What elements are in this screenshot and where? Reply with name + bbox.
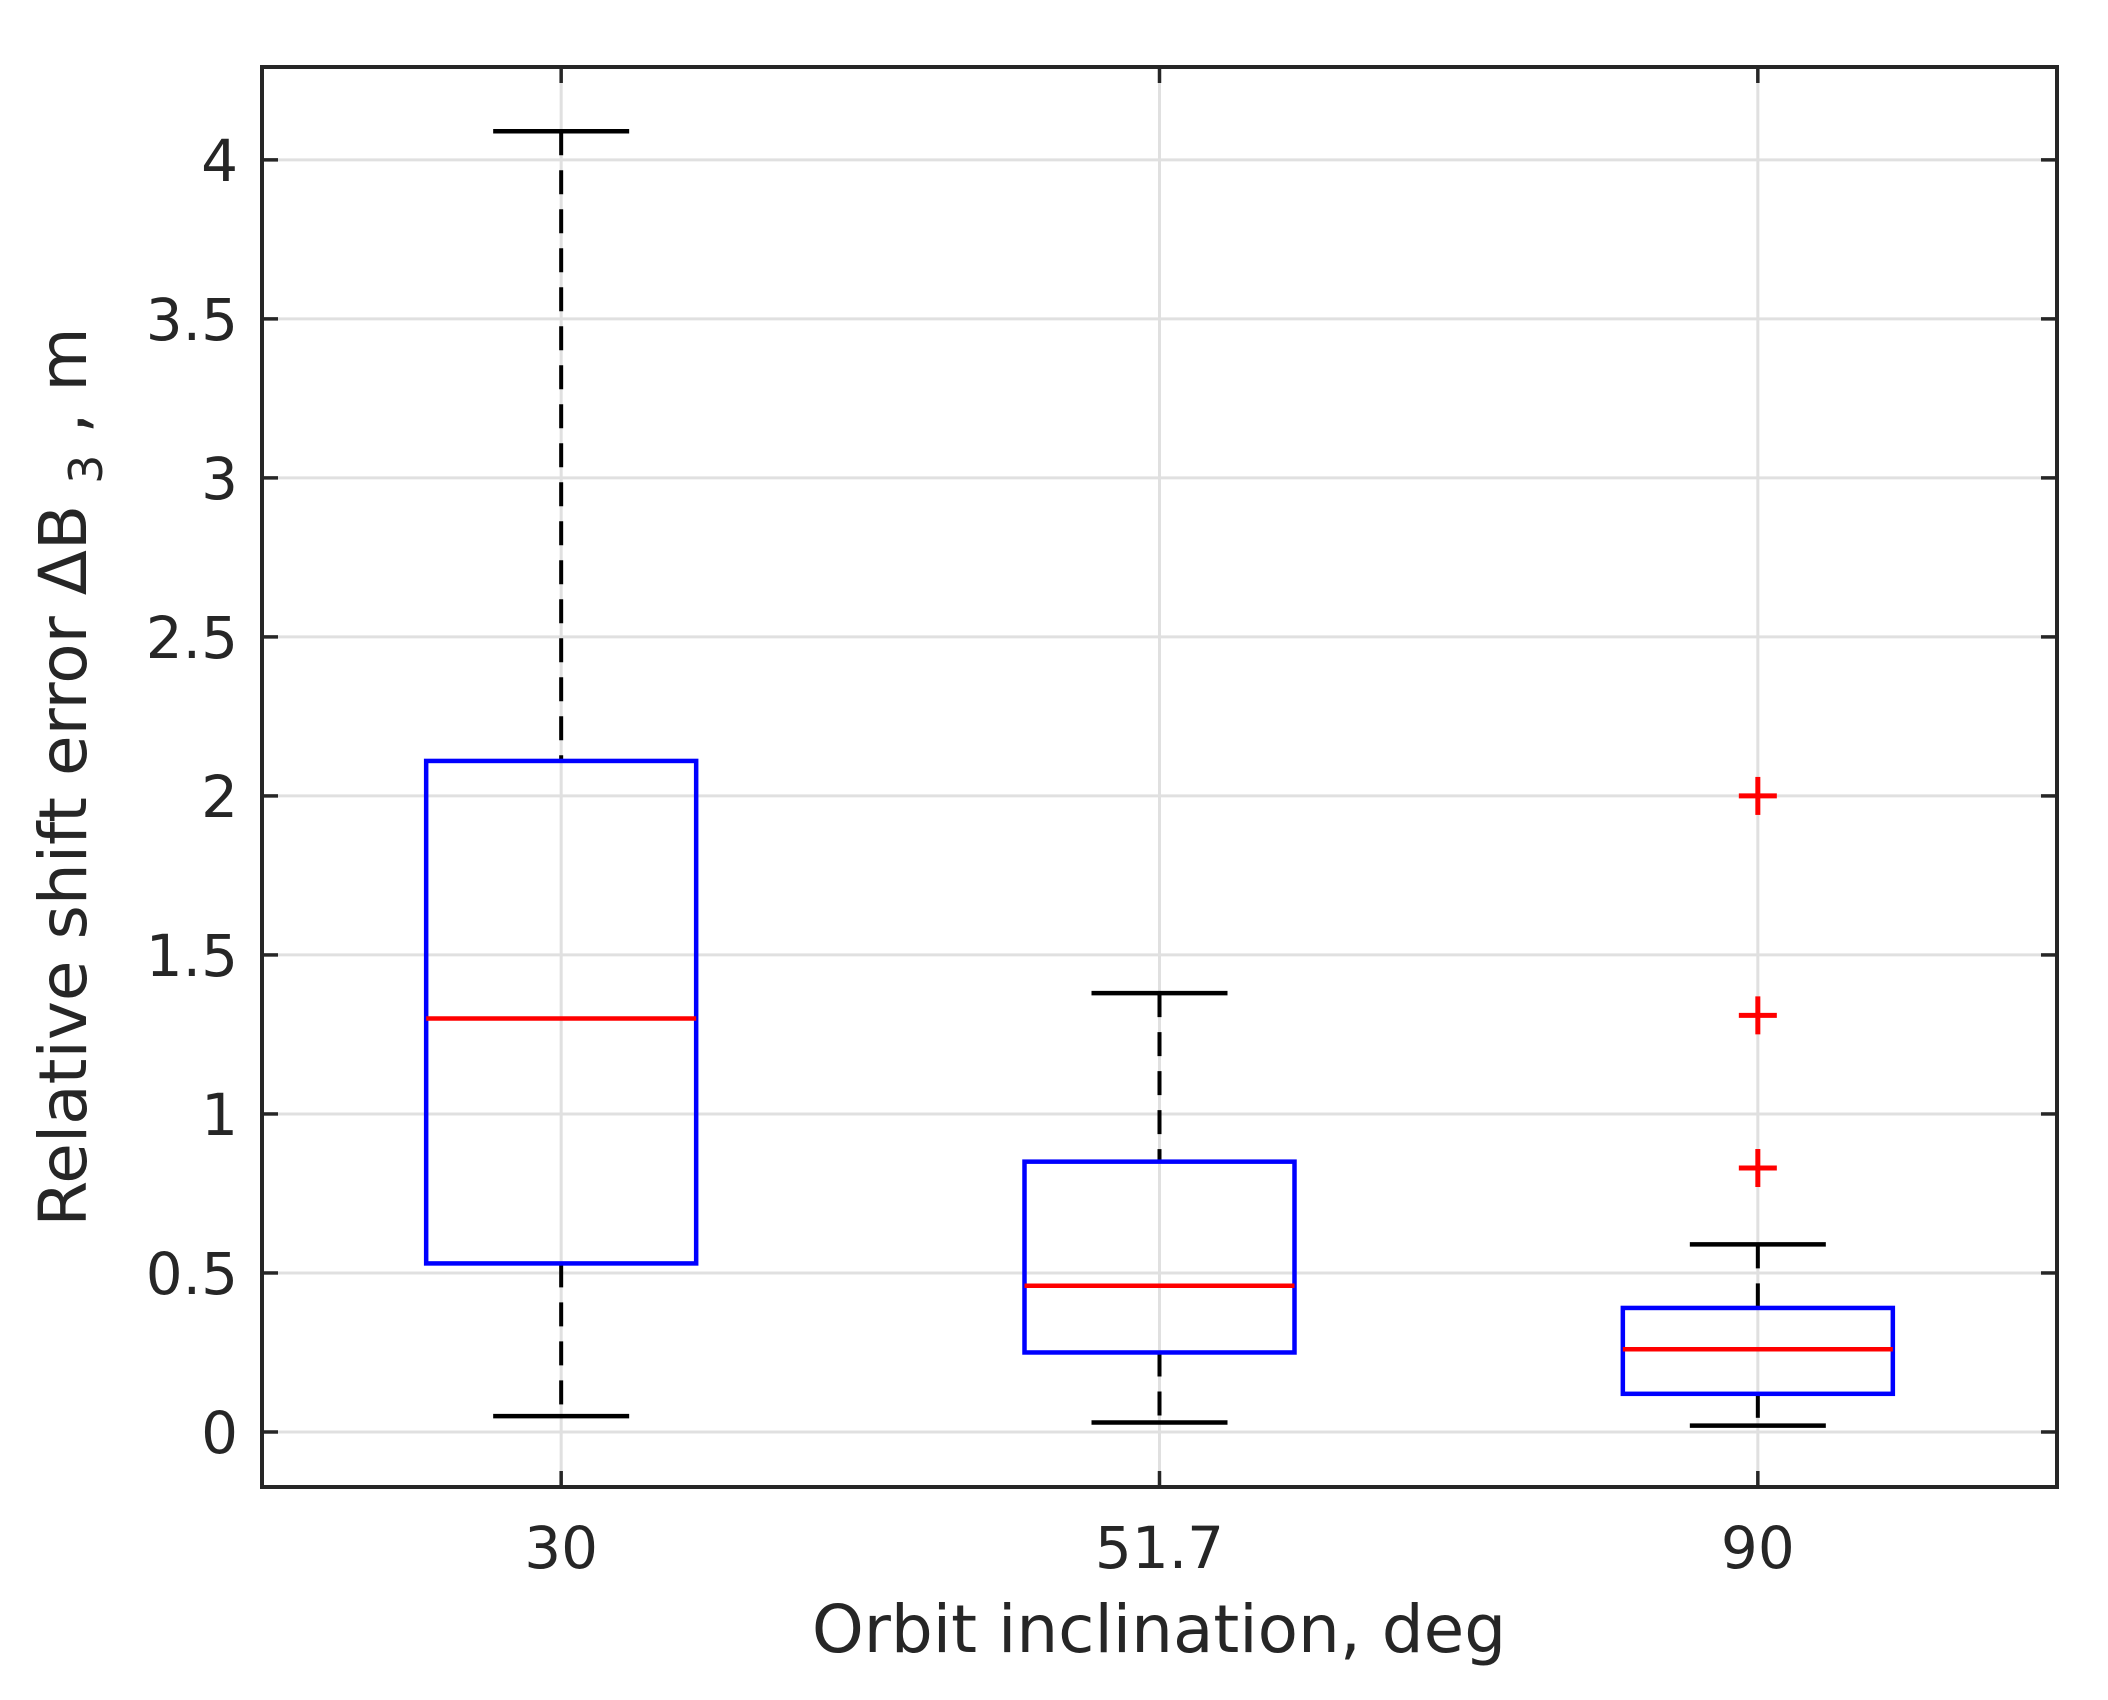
iqr-box xyxy=(1022,1159,1297,1355)
y-tick-label: 2 xyxy=(201,763,238,831)
y-tick-label: 3.5 xyxy=(146,286,238,354)
y-tick-label: 1 xyxy=(201,1081,238,1149)
box-group-90 xyxy=(1620,776,1896,1428)
outlier-marker xyxy=(1738,776,1777,815)
x-tick-label: 51.7 xyxy=(1095,1514,1224,1582)
y-tick-label: 0 xyxy=(201,1399,238,1467)
y-tick-label: 0.5 xyxy=(146,1240,238,1308)
y-tick-label: 2.5 xyxy=(146,604,238,672)
box-layer xyxy=(423,128,1896,1428)
y-tick-label: 4 xyxy=(201,127,238,195)
y-axis-label: Relative shift error ΔB 3 , m xyxy=(25,327,118,1226)
y-axis-label-subscript: 3 xyxy=(59,455,113,484)
grid-layer xyxy=(262,67,2057,1487)
tick-label-layer: 0 0.5 1 1.5 2 2.5 3 3.5 4 30 51.7 90 xyxy=(146,127,1795,1582)
outlier-marker xyxy=(1738,1149,1777,1188)
x-axis-label: Orbit inclination, deg xyxy=(812,1591,1506,1668)
axes-frame-layer xyxy=(260,65,2059,1489)
x-tick-label: 30 xyxy=(524,1514,598,1582)
y-axis-label-prefix: Relative shift error ΔB xyxy=(25,505,102,1227)
box-group-30 xyxy=(423,128,699,1419)
y-axis-label-suffix: , m xyxy=(25,327,102,433)
y-tick-label: 3 xyxy=(201,445,238,513)
box-group-51.7 xyxy=(1022,990,1297,1425)
x-tick-label: 90 xyxy=(1721,1514,1795,1582)
outlier-marker xyxy=(1738,996,1777,1035)
iqr-box xyxy=(423,758,699,1266)
y-tick-label: 1.5 xyxy=(146,922,238,990)
